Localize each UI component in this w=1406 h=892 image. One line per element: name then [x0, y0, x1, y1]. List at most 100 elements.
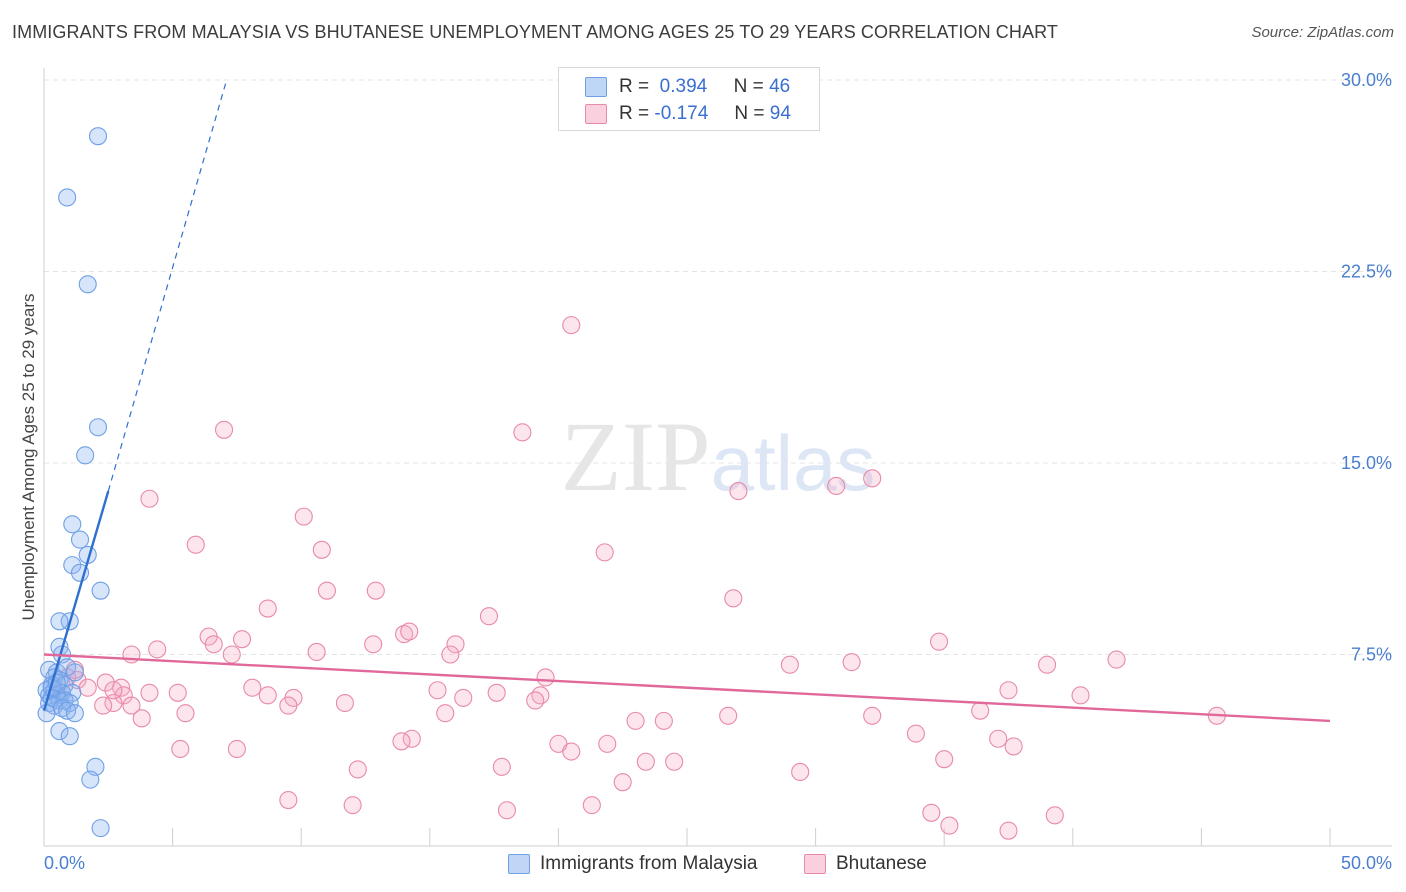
bhutanese-point[interactable]	[132, 709, 151, 728]
bhutanese-point[interactable]	[724, 589, 743, 608]
bhutanese-point[interactable]	[279, 696, 298, 715]
legend-item-bhutanese[interactable]: Bhutanese	[804, 851, 927, 877]
bhutanese-point[interactable]	[1107, 650, 1126, 669]
bhutanese-point[interactable]	[479, 607, 499, 626]
bhutanese-point[interactable]	[122, 696, 141, 715]
bhutanese-point[interactable]	[222, 645, 241, 664]
bhutanese-point[interactable]	[827, 476, 846, 496]
bhutanese-point[interactable]	[863, 469, 882, 488]
bhutanese-point[interactable]	[780, 655, 799, 674]
bhutanese-point[interactable]	[335, 693, 354, 713]
bhutanese-point[interactable]	[94, 696, 113, 715]
bhutanese-point[interactable]	[626, 711, 645, 730]
bhutanese-point[interactable]	[400, 622, 419, 641]
bhutanese-point[interactable]	[364, 635, 383, 654]
bhutanese-point[interactable]	[536, 668, 555, 687]
bhutanese-point[interactable]	[492, 757, 511, 776]
malaysia-point[interactable]	[65, 704, 84, 723]
bhutanese-point[interactable]	[243, 678, 262, 697]
bhutanese-point[interactable]	[719, 706, 738, 725]
bhutanese-point[interactable]	[343, 796, 362, 815]
bhutanese-point[interactable]	[307, 642, 326, 661]
bhutanese-point[interactable]	[168, 683, 187, 702]
malaysia-point[interactable]	[81, 770, 100, 789]
malaysia-point[interactable]	[88, 418, 108, 437]
bhutanese-point[interactable]	[487, 683, 506, 702]
malaysia-point[interactable]	[78, 275, 97, 294]
malaysia-point[interactable]	[76, 446, 95, 465]
bhutanese-point[interactable]	[935, 750, 954, 769]
malaysia-point[interactable]	[63, 556, 82, 575]
bhutanese-point[interactable]	[186, 535, 205, 554]
bhutanese-point[interactable]	[999, 681, 1018, 700]
bhutanese-point[interactable]	[348, 760, 367, 779]
malaysia-point[interactable]	[91, 819, 110, 838]
bhutanese-point[interactable]	[791, 762, 810, 782]
bhutanese-point[interactable]	[279, 790, 298, 810]
bhutanese-point[interactable]	[497, 801, 517, 820]
bhutanese-point[interactable]	[562, 316, 581, 335]
bhutanese-point[interactable]	[531, 686, 550, 705]
bhutanese-point[interactable]	[402, 729, 421, 748]
bhutanese-point[interactable]	[114, 686, 133, 705]
bhutanese-point[interactable]	[392, 732, 411, 751]
bhutanese-point[interactable]	[258, 599, 277, 618]
bhutanese-point[interactable]	[940, 816, 959, 835]
malaysia-point[interactable]	[58, 188, 77, 207]
bhutanese-point[interactable]	[78, 678, 97, 697]
bhutanese-point[interactable]	[176, 704, 195, 723]
bhutanese-point[interactable]	[582, 796, 601, 815]
bhutanese-point[interactable]	[140, 489, 159, 508]
bhutanese-point[interactable]	[454, 688, 473, 707]
bhutanese-point[interactable]	[317, 581, 336, 600]
legend-item-malaysia[interactable]: Immigrants from Malaysia	[508, 851, 758, 877]
bhutanese-point[interactable]	[1004, 737, 1023, 756]
bhutanese-point[interactable]	[214, 420, 234, 439]
bhutanese-point[interactable]	[441, 645, 460, 664]
malaysia-point[interactable]	[91, 581, 110, 600]
bhutanese-point[interactable]	[366, 581, 385, 600]
bhutanese-point[interactable]	[204, 635, 223, 654]
bhutanese-point[interactable]	[562, 742, 581, 761]
bhutanese-point[interactable]	[971, 701, 990, 720]
bhutanese-point[interactable]	[140, 683, 159, 702]
malaysia-point[interactable]	[37, 704, 56, 723]
malaysia-point[interactable]	[65, 663, 84, 682]
malaysia-point[interactable]	[70, 530, 90, 549]
bhutanese-point[interactable]	[171, 739, 190, 759]
bhutanese-point[interactable]	[227, 739, 246, 759]
bhutanese-point[interactable]	[922, 803, 941, 822]
malaysia-point[interactable]	[50, 722, 69, 741]
bhutanese-point[interactable]	[999, 821, 1018, 840]
bhutanese-point[interactable]	[1071, 686, 1090, 705]
bhutanese-point[interactable]	[312, 540, 331, 559]
bhutanese-point[interactable]	[526, 691, 545, 710]
bhutanese-point[interactable]	[906, 724, 925, 743]
bhutanese-point[interactable]	[654, 711, 673, 730]
bhutanese-point[interactable]	[428, 681, 447, 700]
bhutanese-point[interactable]	[613, 773, 632, 792]
bhutanese-point[interactable]	[636, 752, 655, 771]
bhutanese-point[interactable]	[1045, 806, 1064, 825]
bhutanese-point[interactable]	[989, 729, 1008, 748]
bhutanese-point[interactable]	[395, 625, 414, 644]
bhutanese-point[interactable]	[258, 686, 277, 705]
malaysia-point[interactable]	[88, 127, 108, 146]
malaysia-point[interactable]	[50, 612, 69, 631]
bhutanese-point[interactable]	[598, 734, 617, 753]
malaysia-point[interactable]	[60, 727, 79, 746]
bhutanese-point[interactable]	[729, 482, 748, 501]
bhutanese-point[interactable]	[436, 704, 455, 723]
malaysia-point[interactable]	[63, 515, 82, 534]
bhutanese-point[interactable]	[842, 653, 861, 672]
bhutanese-point[interactable]	[148, 640, 167, 659]
bhutanese-point[interactable]	[104, 681, 123, 700]
bhutanese-point[interactable]	[232, 630, 252, 649]
bhutanese-point[interactable]	[446, 635, 465, 654]
bhutanese-point[interactable]	[665, 752, 684, 771]
bhutanese-point[interactable]	[104, 693, 123, 713]
bhutanese-point[interactable]	[595, 543, 614, 562]
bhutanese-point[interactable]	[863, 706, 882, 725]
bhutanese-point[interactable]	[1038, 655, 1057, 674]
bhutanese-point[interactable]	[294, 507, 313, 526]
